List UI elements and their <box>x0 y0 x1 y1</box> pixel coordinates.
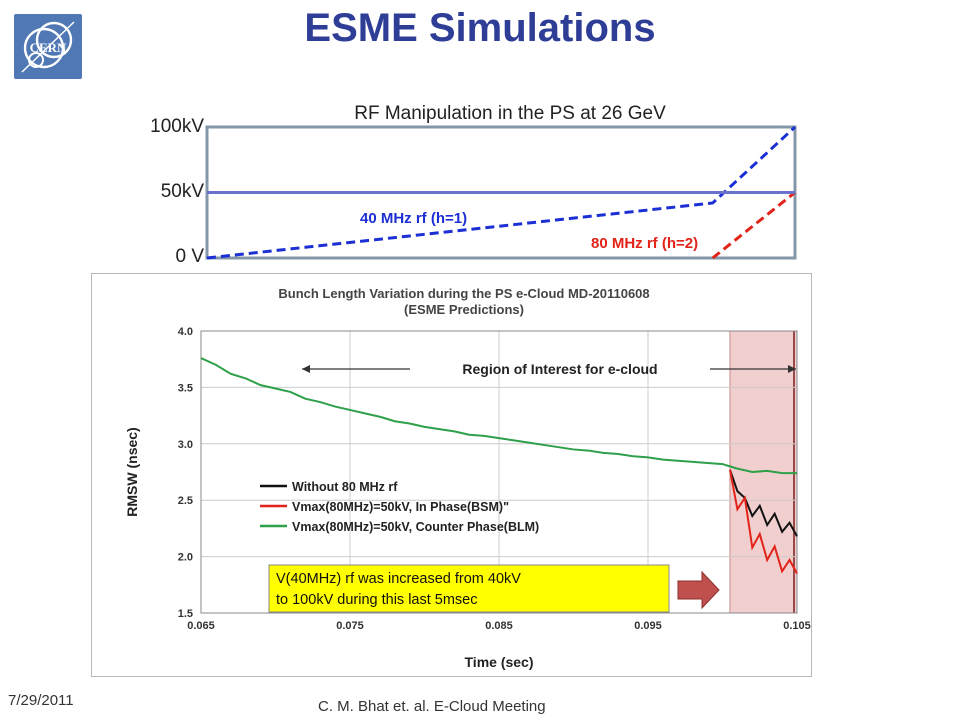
x-tick-label: 0.085 <box>485 620 513 632</box>
x-tick-label: 0.075 <box>336 620 364 632</box>
rf-ytick-0v: 0 V <box>175 246 204 267</box>
rf80-label: 80 MHz rf (h=2) <box>591 235 698 252</box>
roi-arrowhead-left <box>302 365 310 373</box>
x-tick-label: 0.065 <box>187 620 215 632</box>
y-tick-label: 2.5 <box>178 495 193 507</box>
x-axis-label: Time (sec) <box>465 654 534 670</box>
legend-label-black: Without 80 MHz rf <box>292 480 398 494</box>
rf-chart-title: RF Manipulation in the PS at 26 GeV <box>354 103 666 124</box>
bunch-length-figure: Bunch Length Variation during the PS e-C… <box>91 273 812 677</box>
callout-line-2: to 100kV during this last 5msec <box>276 592 478 608</box>
rf40-series-line <box>206 125 797 260</box>
y-tick-label: 1.5 <box>178 608 193 620</box>
slide-title: ESME Simulations <box>304 6 656 50</box>
rf-ytick-50kv: 50kV <box>160 181 204 202</box>
bunch-length-chart: Bunch Length Variation during the PS e-C… <box>124 286 811 670</box>
x-tick-label: 0.105 <box>783 620 811 632</box>
cern-logo-text: CERN <box>30 40 67 55</box>
y-axis-label: RMSW (nsec) <box>124 427 140 516</box>
callout-arrow-icon <box>677 570 720 610</box>
footer-text: C. M. Bhat et. al. E-Cloud Meeting <box>318 698 546 715</box>
rf40-label: 40 MHz rf (h=1) <box>360 210 467 227</box>
black-series-line <box>729 469 798 537</box>
roi-arrowhead-right <box>788 365 796 373</box>
cern-logo: CERN <box>14 14 82 79</box>
x-tick-label: 0.095 <box>634 620 662 632</box>
callout-box <box>268 564 670 613</box>
rf80-series-line <box>711 191 796 260</box>
green-series-line <box>200 357 797 475</box>
cern-logo-graphic: CERN <box>21 21 75 73</box>
bunch-plot-frame <box>200 330 798 614</box>
legend-label-red: Vmax(80MHz)=50kV, In Phase(BSM)" <box>292 500 509 514</box>
rf-ytick-100kv: 100kV <box>150 116 204 137</box>
rf-voltage-chart: 40 MHz rf (h=1) 80 MHz rf (h=2) <box>205 125 797 260</box>
red-series-line <box>728 469 798 575</box>
callout-line-1: V(40MHz) rf was increased from 40kV <box>276 571 521 587</box>
y-tick-label: 3.5 <box>178 382 193 394</box>
bunch-chart-subtitle: (ESME Predictions) <box>404 302 524 317</box>
y-tick-label: 2.0 <box>178 552 193 564</box>
y-tick-label: 3.0 <box>178 439 193 451</box>
footer-date: 7/29/2011 <box>8 692 74 709</box>
y-tick-label: 4.0 <box>178 326 193 338</box>
bunch-chart-title: Bunch Length Variation during the PS e-C… <box>278 286 649 301</box>
legend-label-green: Vmax(80MHz)=50kV, Counter Phase(BLM) <box>292 520 539 534</box>
roi-annotation: Region of Interest for e-cloud <box>462 361 657 377</box>
